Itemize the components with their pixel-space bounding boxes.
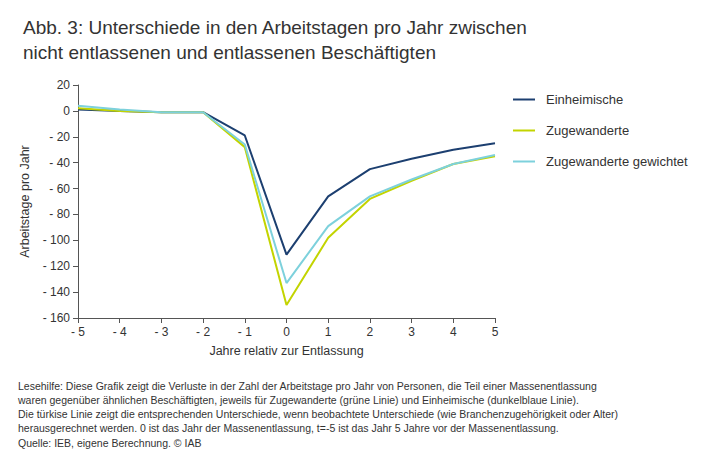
svg-text:- 160: - 160 [43, 311, 71, 325]
svg-text:- 60: - 60 [49, 182, 70, 196]
svg-text:nicht entlassenen und entlasse: nicht entlassenen und entlassenen Beschä… [23, 42, 436, 63]
svg-text:20: 20 [57, 78, 71, 92]
svg-text:Lesehilfe: Diese Grafik zeigt: Lesehilfe: Diese Grafik zeigt die Verlus… [18, 380, 597, 392]
svg-text:4: 4 [450, 325, 457, 339]
svg-text:Quelle: IEB, eigene Berechnung: Quelle: IEB, eigene Berechnung. © IAB [18, 437, 201, 449]
svg-text:5: 5 [492, 325, 499, 339]
svg-text:1: 1 [325, 325, 332, 339]
svg-text:- 20: - 20 [49, 130, 70, 144]
svg-text:waren gegenüber ähnlichen Besc: waren gegenüber ähnlichen Beschäftigten,… [17, 394, 579, 406]
svg-text:Einheimische: Einheimische [546, 92, 623, 107]
svg-text:- 80: - 80 [49, 207, 70, 221]
svg-text:2: 2 [367, 325, 374, 339]
svg-text:Zugewanderte: Zugewanderte [546, 123, 629, 138]
svg-text:- 140: - 140 [43, 285, 71, 299]
svg-text:- 1: - 1 [238, 325, 252, 339]
svg-text:- 2: - 2 [196, 325, 210, 339]
svg-text:Arbeitstage pro Jahr: Arbeitstage pro Jahr [18, 145, 32, 258]
svg-text:- 3: - 3 [154, 325, 168, 339]
svg-text:herausgerechnet werden. 0 ist: herausgerechnet werden. 0 ist das Jahr d… [18, 422, 559, 434]
svg-text:Die türkise Linie zeigt die en: Die türkise Linie zeigt die entsprechend… [18, 408, 618, 420]
svg-text:0: 0 [63, 104, 70, 118]
svg-text:- 120: - 120 [43, 259, 71, 273]
svg-text:Abb. 3: Unterschiede in den Ar: Abb. 3: Unterschiede in den Arbeitstagen… [23, 17, 527, 38]
svg-text:Zugewanderte gewichtet: Zugewanderte gewichtet [546, 154, 688, 169]
svg-text:- 4: - 4 [113, 325, 127, 339]
svg-text:- 5: - 5 [71, 325, 85, 339]
svg-text:- 100: - 100 [43, 233, 71, 247]
svg-text:3: 3 [408, 325, 415, 339]
svg-text:0: 0 [283, 325, 290, 339]
svg-text:Jahre relativ zur Entlassung: Jahre relativ zur Entlassung [209, 344, 363, 358]
svg-text:- 40: - 40 [49, 156, 70, 170]
